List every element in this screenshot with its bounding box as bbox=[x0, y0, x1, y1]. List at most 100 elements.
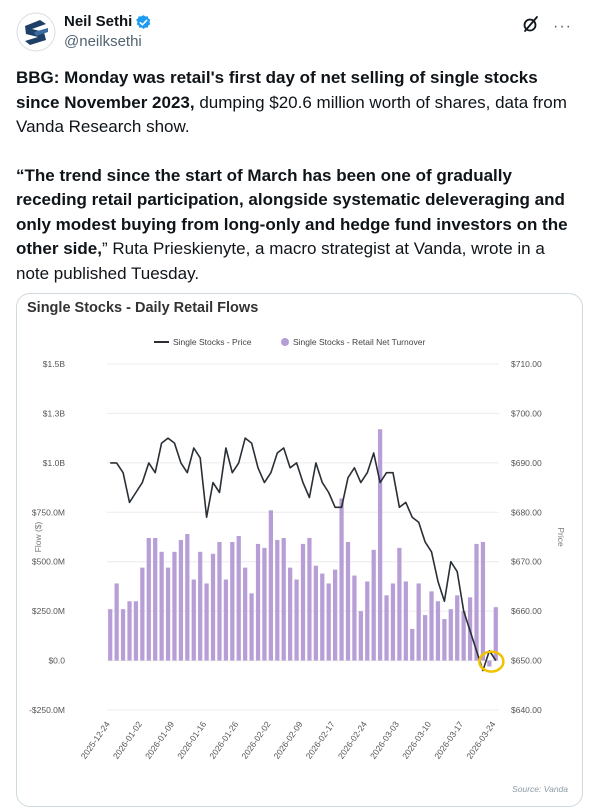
price-line bbox=[110, 437, 497, 672]
x-tick-label: 2026-03-10 bbox=[400, 719, 433, 761]
flow-bar bbox=[487, 660, 492, 667]
y-axis-label: Flow ($) bbox=[33, 521, 43, 552]
tweet-paragraph-1-rest: dumping $20.6 million worth of shares, d… bbox=[16, 92, 567, 137]
flow-bar bbox=[249, 593, 254, 661]
avatar-logo-icon bbox=[16, 12, 56, 52]
flow-bar bbox=[371, 549, 376, 661]
y-tick-label: $250.0M bbox=[32, 606, 65, 616]
x-tick-label: 2026-02-24 bbox=[336, 719, 369, 761]
flow-bar bbox=[365, 581, 370, 661]
flow-bar bbox=[410, 628, 415, 661]
flow-bar bbox=[320, 573, 325, 661]
flow-bar bbox=[230, 541, 235, 661]
flow-bar bbox=[307, 537, 312, 661]
flow-bar bbox=[313, 565, 318, 661]
x-tick-label: 2026-02-17 bbox=[304, 719, 337, 761]
display-name[interactable]: Neil Sethi bbox=[64, 13, 133, 30]
flow-bar bbox=[165, 567, 171, 661]
flow-bar bbox=[288, 567, 293, 661]
flow-bar bbox=[178, 539, 184, 661]
tweet-paragraph-1: BBG: Monday was retail's first day of ne… bbox=[16, 66, 580, 140]
flow-bar bbox=[255, 543, 261, 661]
flow-bar bbox=[159, 551, 164, 661]
flow-bar bbox=[429, 591, 434, 661]
x-tick-label: 2025-12-24 bbox=[79, 719, 112, 761]
flow-bar bbox=[198, 551, 203, 661]
flow-bar bbox=[140, 567, 145, 661]
tweet-paragraph-1-bold: BBG: Monday was retail's first day of ne… bbox=[16, 68, 538, 112]
y-tick-label: $1.3B bbox=[43, 408, 66, 418]
flow-bar bbox=[153, 537, 158, 661]
flow-bar bbox=[480, 541, 486, 661]
highlight-circle bbox=[478, 650, 505, 673]
y2-tick-label: $670.00 bbox=[511, 557, 542, 567]
flow-bar bbox=[300, 543, 306, 661]
flow-bar bbox=[294, 579, 299, 661]
y-tick-label: -$250.0M bbox=[29, 705, 65, 715]
flow-bar bbox=[339, 498, 344, 661]
flow-bar bbox=[442, 619, 447, 661]
x-tick-label: 2026-01-09 bbox=[143, 719, 176, 761]
x-tick-label: 2026-01-02 bbox=[111, 719, 144, 761]
flow-bar bbox=[455, 595, 460, 661]
flow-bar bbox=[127, 601, 132, 661]
flow-bar bbox=[268, 510, 273, 661]
flow-bar bbox=[120, 609, 126, 661]
flow-bar bbox=[435, 601, 441, 661]
x-tick-label: 2026-02-02 bbox=[239, 719, 272, 761]
tweet-paragraph-2-rest: ” Ruta Prieskienyte, a macro strategist … bbox=[16, 239, 545, 283]
x-tick-label: 2026-03-03 bbox=[368, 719, 401, 761]
y2-tick-label: $690.00 bbox=[511, 458, 542, 468]
chart-image-card[interactable]: Single Stocks - Daily Retail Flows $1.5B… bbox=[16, 293, 583, 807]
y-tick-label: $750.0M bbox=[32, 507, 65, 517]
flow-bar bbox=[390, 583, 396, 661]
y-tick-label: $1.5B bbox=[43, 359, 66, 369]
flow-bar bbox=[422, 615, 428, 661]
y2-tick-label: $710.00 bbox=[511, 359, 542, 369]
legend-price-label: Single Stocks - Price bbox=[173, 337, 252, 347]
y-tick-label: $0.0 bbox=[48, 656, 65, 666]
chart-title: Single Stocks - Daily Retail Flows bbox=[27, 300, 259, 316]
verified-badge-icon bbox=[136, 14, 151, 29]
flow-bar bbox=[108, 609, 113, 661]
y2-tick-label: $650.00 bbox=[511, 656, 542, 666]
x-tick-label: 2026-03-24 bbox=[464, 719, 497, 761]
flow-bar bbox=[185, 534, 190, 661]
flow-bar bbox=[223, 579, 229, 661]
grok-slash-icon[interactable] bbox=[521, 14, 541, 39]
flow-bar bbox=[333, 569, 338, 661]
flow-bar bbox=[114, 583, 119, 661]
flow-bar bbox=[236, 536, 241, 661]
flow-bar bbox=[133, 601, 139, 661]
handle[interactable]: @neilksethi bbox=[64, 33, 142, 50]
flow-bar bbox=[352, 575, 357, 661]
x-tick-label: 2026-01-26 bbox=[207, 719, 240, 761]
y2-axis-label: Price bbox=[556, 527, 566, 547]
flow-bar bbox=[275, 539, 280, 661]
more-options-button[interactable]: ··· bbox=[553, 17, 572, 35]
flow-bar bbox=[397, 547, 402, 661]
flow-bar bbox=[474, 543, 479, 661]
flow-bar bbox=[243, 567, 248, 661]
flow-bar bbox=[326, 583, 331, 661]
legend-bar-swatch bbox=[281, 338, 289, 346]
flow-bar bbox=[493, 607, 498, 661]
flow-bar bbox=[416, 583, 421, 661]
y-tick-label: $1.0B bbox=[43, 458, 66, 468]
author-names: Neil Sethi @neilksethi bbox=[64, 12, 152, 52]
flow-bar bbox=[358, 611, 363, 661]
tweet-paragraph-2: “The trend since the start of March has … bbox=[16, 164, 580, 287]
flow-bar bbox=[204, 583, 209, 661]
top-actions: ··· bbox=[521, 14, 572, 39]
y-tick-label: $500.0M bbox=[32, 557, 65, 567]
flow-bar bbox=[461, 611, 466, 661]
flow-bar bbox=[172, 551, 177, 661]
retail-flows-chart: $1.5B $1.3B $1.0B $750.0M $500.0M $250.0M $0.0… bbox=[29, 337, 566, 761]
avatar[interactable] bbox=[16, 12, 56, 52]
flow-bar bbox=[281, 537, 286, 661]
tweet-paragraph-2-bold: “The trend since the start of March has … bbox=[16, 165, 568, 259]
flow-bar bbox=[345, 541, 351, 661]
flow-bar bbox=[210, 553, 216, 661]
x-tick-label: 2026-02-09 bbox=[272, 719, 305, 761]
display-name-row[interactable]: Neil Sethi bbox=[64, 12, 152, 32]
